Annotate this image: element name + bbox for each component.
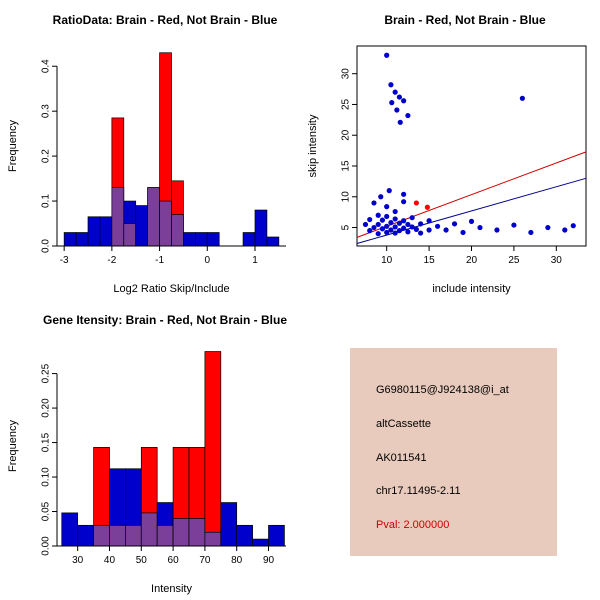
intensity-scatter-plot: 10 15 20 25 30 5 10 15 20 25 30 [341,45,587,266]
svg-text:0.2: 0.2 [41,149,52,163]
svg-text:0.1: 0.1 [41,194,52,208]
svg-text:30: 30 [551,255,563,266]
svg-text:10: 10 [381,255,393,266]
svg-text:70: 70 [199,555,211,566]
probe-id-text: G6980115@J924138@i_at [376,384,509,396]
svg-text:10: 10 [341,191,352,203]
svg-text:50: 50 [136,555,148,566]
svg-text:15: 15 [341,160,352,172]
ratio-histogram-title: RatioData: Brain - Red, Not Brain - Blue [52,13,278,27]
svg-text:0.15: 0.15 [41,432,52,452]
pval-text: Pval: 2.000000 [376,519,450,531]
svg-text:30: 30 [341,68,352,80]
gene-intensity-histogram-plot: 30 40 50 60 70 80 90 0.00 0.05 0.10 0.15 0.20 0.25 [41,351,286,566]
svg-text:20: 20 [341,129,352,141]
svg-text:1: 1 [252,255,258,266]
intensity-scatter-title: Brain - Red, Not Brain - Blue [384,13,546,27]
svg-text:0: 0 [205,255,211,266]
svg-text:30: 30 [72,555,84,566]
accession-text: AK011541 [376,452,427,464]
ratio-histogram-plot: -3 -2 -1 0 1 0.0 0.1 0.2 0.3 0.4 [41,52,286,266]
svg-text:0.0: 0.0 [41,239,52,253]
svg-text:60: 60 [168,555,180,566]
gene-info-panel: G6980115@J924138@i_at altCassette AK0115… [300,300,600,600]
svg-text:0.25: 0.25 [41,363,52,383]
svg-text:0.20: 0.20 [41,398,52,418]
intensity-scatter-panel: Brain - Red, Not Brain - Blue skip inten… [300,0,600,300]
gene-intensity-histogram-title: Gene Itensity: Brain - Red, Not Brain - … [42,313,288,327]
event-type-text: altCassette [376,418,432,430]
svg-text:20: 20 [466,255,478,266]
svg-text:0.4: 0.4 [41,59,52,73]
svg-text:25: 25 [341,98,352,110]
svg-text:-3: -3 [60,255,69,266]
svg-text:80: 80 [231,555,243,566]
info-panel: G6980115@J924138@i_at altCassette AK0115… [350,348,557,556]
svg-text:15: 15 [424,255,436,266]
svg-text:-2: -2 [107,255,116,266]
svg-text:90: 90 [263,555,275,566]
svg-text:25: 25 [508,255,520,266]
svg-text:-1: -1 [155,255,164,266]
svg-text:40: 40 [104,555,116,566]
ratio-histogram-panel: RatioData: Brain - Red, Not Brain - Blue… [0,0,300,300]
gene-intensity-histogram-panel: Gene Itensity: Brain - Red, Not Brain - … [0,300,300,600]
svg-text:0.3: 0.3 [41,104,52,118]
chromosome-location-text: chr17.11495-2.11 [376,485,461,497]
gene-intensity-histogram-xlabel: Intensity [151,583,192,595]
svg-text:0.00: 0.00 [41,536,52,556]
svg-text:0.10: 0.10 [41,467,52,487]
svg-text:0.05: 0.05 [41,501,52,521]
svg-text:5: 5 [341,224,352,230]
intensity-scatter-xlabel: include intensity [432,283,511,295]
ratio-histogram-xlabel: Log2 Ratio Skip/Include [113,283,230,295]
